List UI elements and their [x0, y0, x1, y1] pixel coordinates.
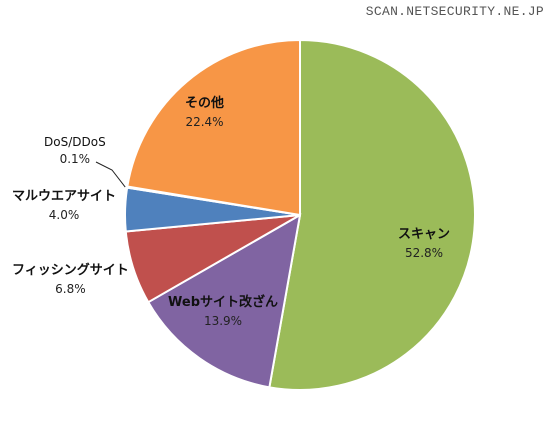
slice-label-scan: スキャン 52.8%: [398, 226, 450, 262]
slice-value-dos-ddos: 0.1%: [59, 152, 91, 167]
slice-label-malware-site: マルウエアサイト 4.0%: [12, 188, 116, 224]
slice-name-scan: スキャン: [398, 227, 451, 242]
slice-name-other: その他: [185, 96, 225, 111]
slice-value-malware-site: 4.0%: [48, 207, 80, 222]
slice-name-dos-ddos: DoS/DDoS: [44, 135, 106, 149]
slice-name-phishing-site: フィッシングサイト: [12, 263, 129, 278]
slice-label-phishing-site: フィッシングサイト 6.8%: [12, 262, 129, 298]
slice-value-scan: 52.8%: [404, 245, 444, 260]
slice-label-other: その他 22.4%: [185, 95, 224, 131]
watermark: SCAN.NETSECURITY.NE.JP: [365, 4, 544, 19]
pie-slice-website-defacement: [146, 213, 302, 389]
slice-label-website-defacement: Webサイト改ざん 13.9%: [168, 294, 278, 330]
slice-label-dos-ddos: DoS/DDoS 0.1%: [44, 134, 106, 169]
slice-name-malware-site: マルウエアサイト: [12, 189, 117, 204]
slice-value-website-defacement: 13.9%: [203, 313, 243, 328]
slice-value-other: 22.4%: [185, 114, 224, 129]
pie-slice-scan: [268, 38, 476, 391]
slice-value-phishing-site: 6.8%: [55, 281, 86, 296]
pie-slice-other: [126, 38, 301, 217]
leader-line-dos-ddos: [95, 161, 126, 188]
slice-name-website-defacement: Webサイト改ざん: [168, 295, 278, 310]
